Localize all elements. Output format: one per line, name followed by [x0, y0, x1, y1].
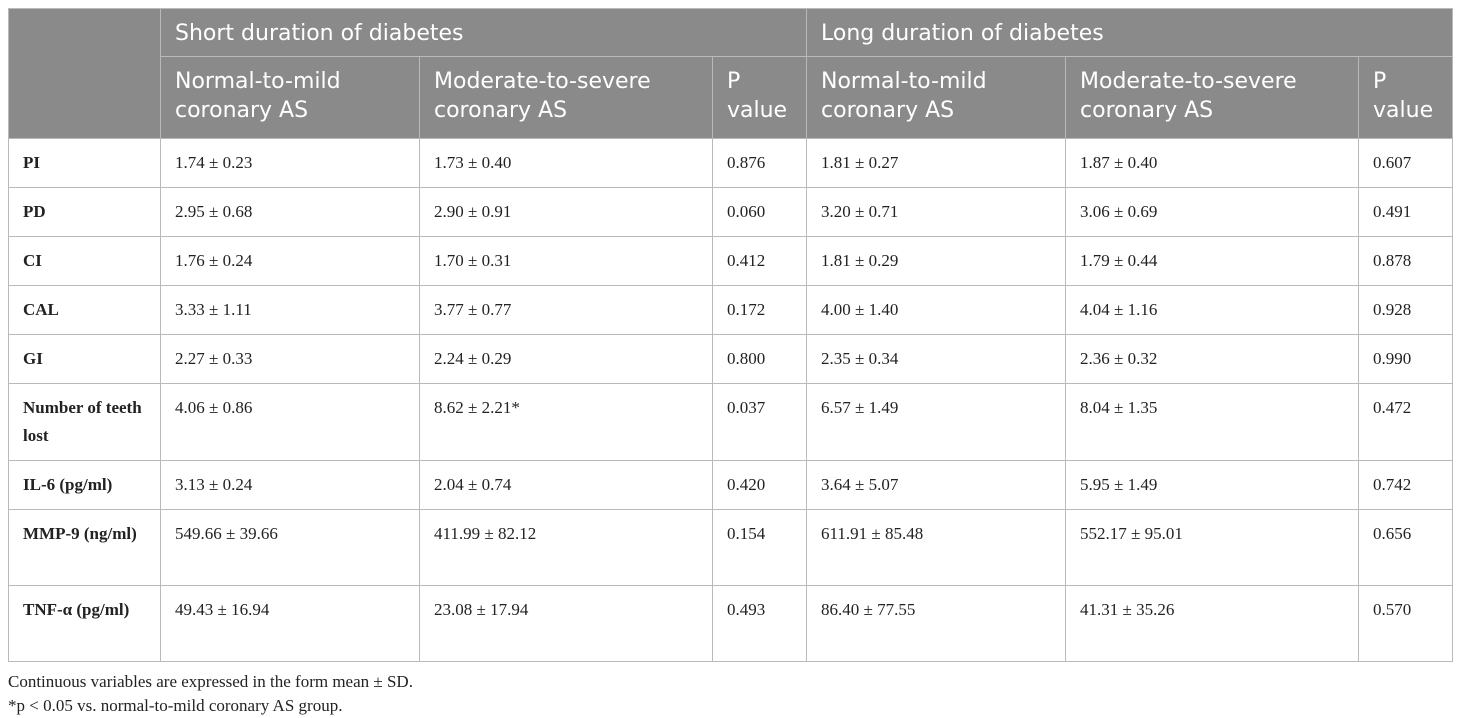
row-label: GI [8, 334, 161, 384]
table-cell: 0.420 [711, 460, 808, 510]
row-label: CAL [8, 285, 161, 335]
table-cell: 0.656 [1358, 509, 1454, 586]
header-sub-row: Normal-to-mild coronary AS Moderate-to-s… [9, 56, 1454, 139]
table-row: MMP-9 (ng/ml) 549.66 ± 39.66 411.99 ± 82… [8, 509, 1454, 586]
table-cell: 49.43 ± 16.94 [160, 585, 420, 662]
table-cell: 86.40 ± 77.55 [806, 585, 1067, 662]
table-cell: 1.87 ± 0.40 [1065, 138, 1360, 188]
table-cell: 1.81 ± 0.29 [806, 236, 1067, 286]
header-short-normal: Normal-to-mild coronary AS [160, 56, 420, 139]
table-cell: 2.95 ± 0.68 [160, 187, 420, 237]
table-row: CAL 3.33 ± 1.11 3.77 ± 0.77 0.172 4.00 ±… [8, 285, 1454, 335]
table-cell: 0.607 [1358, 138, 1454, 188]
table-cell: 0.472 [1358, 383, 1454, 461]
table-cell: 41.31 ± 35.26 [1065, 585, 1360, 662]
table-cell: 611.91 ± 85.48 [806, 509, 1067, 586]
header-corner-cell [8, 8, 161, 139]
table-cell: 3.77 ± 0.77 [419, 285, 713, 335]
table-row: PD 2.95 ± 0.68 2.90 ± 0.91 0.060 3.20 ± … [8, 187, 1454, 237]
footnote-significance: *p < 0.05 vs. normal-to-mild coronary AS… [8, 696, 343, 715]
row-label: Number of teeth lost [8, 383, 161, 461]
table-cell: 1.81 ± 0.27 [806, 138, 1067, 188]
table-cell: 3.64 ± 5.07 [806, 460, 1067, 510]
table-cell: 0.800 [711, 334, 808, 384]
footnote-sd: Continuous variables are expressed in th… [8, 672, 413, 691]
table-row: Number of teeth lost 4.06 ± 0.86 8.62 ± … [8, 383, 1454, 461]
table-cell: 2.24 ± 0.29 [419, 334, 713, 384]
row-label: TNF-α (pg/ml) [8, 585, 161, 662]
table-cell: 5.95 ± 1.49 [1065, 460, 1360, 510]
table-cell: 0.570 [1358, 585, 1454, 662]
header-short-duration: Short duration of diabetes [159, 8, 808, 57]
table-cell: 0.990 [1358, 334, 1454, 384]
table-cell: 2.27 ± 0.33 [160, 334, 420, 384]
data-table: Short duration of diabetes Long duration… [8, 8, 1454, 662]
row-label: PD [8, 187, 161, 237]
table-cell: 3.33 ± 1.11 [160, 285, 420, 335]
table-cell: 0.928 [1358, 285, 1454, 335]
table-cell: 0.876 [711, 138, 808, 188]
table-cell: 3.13 ± 0.24 [160, 460, 420, 510]
row-label: IL-6 (pg/ml) [8, 460, 161, 510]
table-row: IL-6 (pg/ml) 3.13 ± 0.24 2.04 ± 0.74 0.4… [8, 460, 1454, 510]
table-cell: 1.76 ± 0.24 [160, 236, 420, 286]
table-cell: 0.154 [711, 509, 808, 586]
table-cell: 0.493 [711, 585, 808, 662]
table-cell: 0.172 [711, 285, 808, 335]
table-cell: 1.73 ± 0.40 [419, 138, 713, 188]
table-row: TNF-α (pg/ml) 49.43 ± 16.94 23.08 ± 17.9… [8, 585, 1454, 662]
table-row: GI 2.27 ± 0.33 2.24 ± 0.29 0.800 2.35 ± … [8, 334, 1454, 384]
header-group-row: Short duration of diabetes Long duration… [8, 8, 1454, 139]
table-cell: 0.060 [711, 187, 808, 237]
table-cell: 2.36 ± 0.32 [1065, 334, 1360, 384]
table-cell: 0.037 [711, 383, 808, 461]
table-cell: 0.878 [1358, 236, 1454, 286]
table-cell: 1.74 ± 0.23 [160, 138, 420, 188]
header-short-moderate: Moderate-to-severe coronary AS [419, 56, 713, 139]
table-cell: 4.06 ± 0.86 [160, 383, 420, 461]
header-long-normal: Normal-to-mild coronary AS [806, 56, 1067, 139]
table-footnotes: Continuous variables are expressed in th… [8, 670, 1452, 718]
table-cell: 2.90 ± 0.91 [419, 187, 713, 237]
table-cell: 1.79 ± 0.44 [1065, 236, 1360, 286]
header-short-pvalue: P value [711, 56, 808, 139]
table-cell: 0.412 [711, 236, 808, 286]
table-row: PI 1.74 ± 0.23 1.73 ± 0.40 0.876 1.81 ± … [8, 138, 1454, 188]
header-long-pvalue: P value [1358, 56, 1454, 139]
header-long-duration: Long duration of diabetes [806, 8, 1454, 57]
table-cell: 4.04 ± 1.16 [1065, 285, 1360, 335]
table-cell: 3.20 ± 0.71 [806, 187, 1067, 237]
table-figure: Short duration of diabetes Long duration… [8, 8, 1454, 718]
row-label: PI [8, 138, 161, 188]
table-cell: 2.04 ± 0.74 [419, 460, 713, 510]
table-cell: 6.57 ± 1.49 [806, 383, 1067, 461]
table-cell: 552.17 ± 95.01 [1065, 509, 1360, 586]
table-row: CI 1.76 ± 0.24 1.70 ± 0.31 0.412 1.81 ± … [8, 236, 1454, 286]
row-label: CI [8, 236, 161, 286]
header-long-moderate: Moderate-to-severe coronary AS [1065, 56, 1360, 139]
table-cell: 0.742 [1358, 460, 1454, 510]
table-cell: 2.35 ± 0.34 [806, 334, 1067, 384]
table-cell: 23.08 ± 17.94 [419, 585, 713, 662]
table-cell: 1.70 ± 0.31 [419, 236, 713, 286]
table-cell: 0.491 [1358, 187, 1454, 237]
table-cell: 8.04 ± 1.35 [1065, 383, 1360, 461]
table-cell: 3.06 ± 0.69 [1065, 187, 1360, 237]
table-cell: 4.00 ± 1.40 [806, 285, 1067, 335]
row-label: MMP-9 (ng/ml) [8, 509, 161, 586]
table-cell: 8.62 ± 2.21* [419, 383, 713, 461]
table-cell: 549.66 ± 39.66 [160, 509, 420, 586]
table-cell: 411.99 ± 82.12 [419, 509, 713, 586]
